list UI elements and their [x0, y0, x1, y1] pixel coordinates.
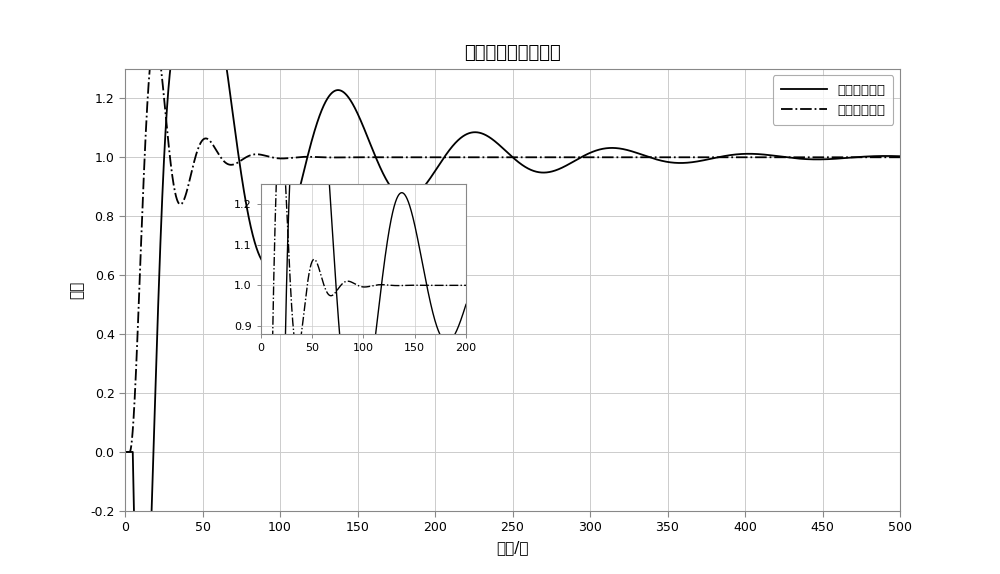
第二个子回路	[853, 154, 865, 161]
Legend: 第一个子回路, 第二个子回路: 第一个子回路, 第二个子回路	[773, 75, 893, 125]
第二个子回路	[165, 166, 177, 173]
第一个子回路	[894, 153, 906, 160]
第二个子回路	[498, 154, 510, 161]
Title: 子回路系统阶跃响应: 子回路系统阶跃响应	[464, 44, 561, 62]
Y-axis label: 幅值: 幅值	[70, 281, 85, 299]
第一个子回路	[498, 146, 510, 153]
X-axis label: 时间/秒: 时间/秒	[496, 540, 529, 555]
第一个子回路	[151, 332, 163, 339]
第二个子回路	[119, 448, 131, 455]
Line: 第一个子回路: 第一个子回路	[125, 0, 900, 574]
第二个子回路	[122, 448, 134, 455]
第一个子回路	[165, 56, 177, 63]
第一个子回路	[271, 257, 283, 263]
第一个子回路	[119, 448, 131, 455]
第一个子回路	[853, 153, 865, 160]
第二个子回路	[149, 36, 161, 43]
第二个子回路	[894, 154, 906, 161]
第一个子回路	[122, 448, 134, 455]
第二个子回路	[271, 155, 283, 162]
第二个子回路	[151, 40, 163, 47]
Line: 第二个子回路: 第二个子回路	[125, 40, 900, 452]
